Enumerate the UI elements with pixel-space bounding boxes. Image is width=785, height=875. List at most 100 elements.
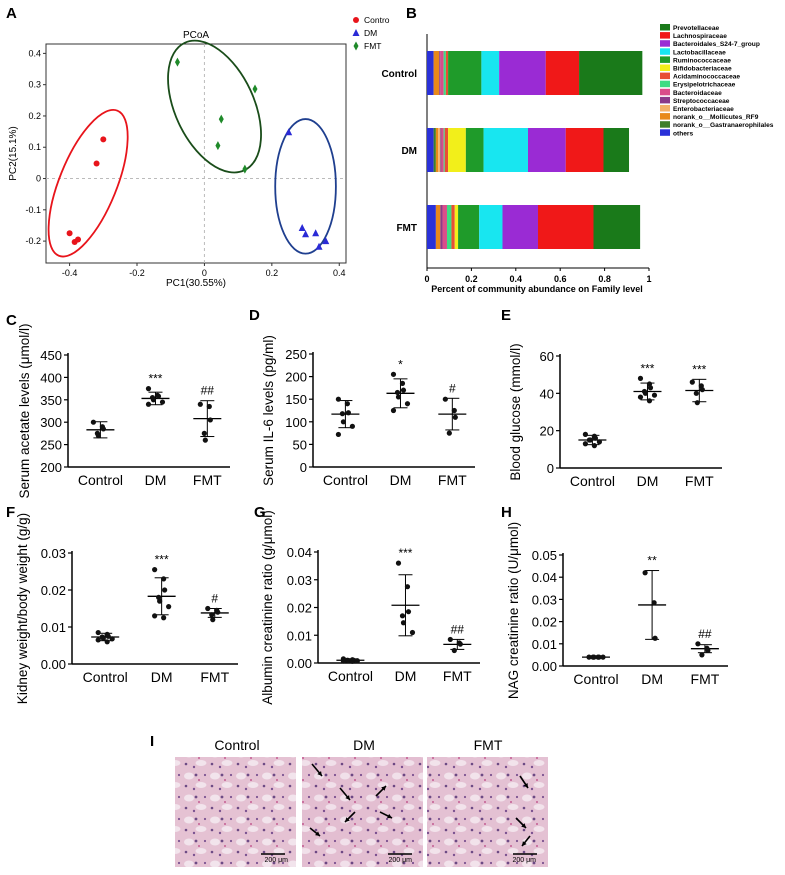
legend-swatch <box>660 24 670 31</box>
legend-label: Prevotellaceae <box>673 25 720 32</box>
y-axis-label: Albumin creatinine ratio (g/μmol) <box>260 510 275 705</box>
data-point <box>400 387 407 393</box>
data-point <box>100 635 106 641</box>
legend-label: Acidaminococcaceae <box>673 74 740 81</box>
stacked-bar-segment <box>445 51 449 95</box>
x-tick-label: 0.8 <box>598 274 611 284</box>
data-point <box>596 439 603 445</box>
data-point <box>100 426 106 432</box>
stacked-bar-segment <box>538 205 594 249</box>
stacked-bar-segment <box>435 205 441 249</box>
data-point <box>345 657 351 664</box>
y-tick-label: 0.01 <box>532 637 557 652</box>
data-point <box>340 419 346 425</box>
x-tick-label: 1 <box>646 274 651 284</box>
x-tick-label: Control <box>323 472 368 488</box>
albumin-creatinine-chart: 0.00 0.01 0.02 0.03 0.04 Control DM *** FMT ## Alb… <box>260 510 480 705</box>
data-point <box>404 584 411 590</box>
y-tick-label: 0.01 <box>41 620 66 635</box>
significance-marker: ## <box>698 627 712 641</box>
pcoa-point-fmt <box>218 114 224 124</box>
data-point <box>596 654 602 660</box>
stacked-bar-segment <box>499 51 546 95</box>
legend-label: Bacteroidaceae <box>673 90 722 97</box>
category-label: DM <box>401 146 417 157</box>
legend-label: norank_o__Gastranaerophilales <box>673 122 774 129</box>
group-ellipse-control <box>47 109 129 258</box>
data-point <box>152 613 158 619</box>
legend-swatch <box>660 113 670 120</box>
data-point <box>161 576 167 582</box>
legend-label: Lachnospiraceae <box>673 33 727 40</box>
y-tick-label: -0.2 <box>25 236 41 246</box>
stacked-bar-segment <box>448 128 466 172</box>
arrow-head <box>521 823 526 828</box>
stacked-bar-segment <box>439 51 441 95</box>
x-tick-label: 0.6 <box>554 274 567 284</box>
stacked-bar-segment <box>593 205 641 249</box>
data-point <box>152 567 158 573</box>
data-point <box>642 570 648 576</box>
data-point <box>145 386 152 392</box>
legend-label: Streptococcaceae <box>673 98 730 105</box>
data-point <box>637 375 644 381</box>
panel-letter-g: G <box>254 504 266 521</box>
y-tick-label: 0.03 <box>41 546 66 561</box>
stacked-bar-segment <box>438 128 441 172</box>
arrow-head <box>381 786 386 791</box>
x-tick-label: DM <box>151 669 173 685</box>
data-point <box>652 635 658 641</box>
data-point <box>582 431 589 437</box>
y-tick-label: 200 <box>40 460 62 475</box>
data-point <box>651 392 658 398</box>
arrow-head <box>315 831 320 836</box>
data-point <box>390 371 397 377</box>
y-tick-label: 0.01 <box>287 628 312 643</box>
data-point <box>155 393 162 399</box>
data-point <box>637 394 644 400</box>
pcoa-point-control <box>93 160 100 167</box>
scale-bar-label-dm: 200 μm <box>389 857 413 864</box>
histology-label-control: Control <box>214 737 259 753</box>
x-tick-label: Control <box>573 671 618 687</box>
data-point <box>90 419 96 425</box>
y-tick-label: 0.3 <box>28 80 41 90</box>
legend-swatch <box>660 96 670 104</box>
data-point <box>399 613 406 619</box>
legend-swatch <box>660 32 670 39</box>
x-tick-label: FMT <box>691 671 720 687</box>
data-point <box>442 396 448 402</box>
data-point <box>340 658 346 664</box>
data-point <box>159 399 166 405</box>
stacked-bar-segment <box>444 128 449 172</box>
data-point <box>215 609 221 615</box>
stacked-bar-segment <box>479 205 503 249</box>
data-point <box>166 604 172 610</box>
pcoa-point-control <box>75 236 82 243</box>
kidney-weight-chart: 0.00 0.01 0.02 0.03 Control DM *** FMT # Kidney w… <box>15 513 238 704</box>
y-tick-label: 250 <box>285 347 307 362</box>
pcoa-point-control <box>100 136 107 143</box>
y-tick-label: 50 <box>293 437 307 452</box>
stacked-bar-segment <box>603 128 630 172</box>
stacked-bar-segment <box>458 205 480 249</box>
stacked-bar-segment <box>443 51 446 95</box>
data-point <box>705 647 711 654</box>
y-axis-label: Serum IL-6 levels (pg/ml) <box>261 335 276 486</box>
stacked-bar-segment <box>427 205 436 249</box>
y-tick-label: 300 <box>40 415 62 430</box>
arrow-head <box>523 783 528 788</box>
stacked-bar-segment <box>442 205 447 249</box>
data-point <box>95 433 101 439</box>
significance-marker: *** <box>692 362 706 376</box>
panel-letter-d: D <box>249 307 260 324</box>
x-tick-label: FMT <box>443 668 472 684</box>
data-point <box>344 401 350 407</box>
panel-letter-e: E <box>501 307 511 324</box>
panel-letter-f: F <box>6 504 15 521</box>
y-tick-label: 0 <box>547 461 554 476</box>
group-ellipse-dm <box>274 118 337 255</box>
stacked-bar-segment <box>446 205 452 249</box>
nag-creatinine-chart: 0.00 0.01 0.02 0.03 0.04 0.05 Control DM ** FMT ##… <box>506 522 728 699</box>
y-tick-label: 0.03 <box>532 592 557 607</box>
